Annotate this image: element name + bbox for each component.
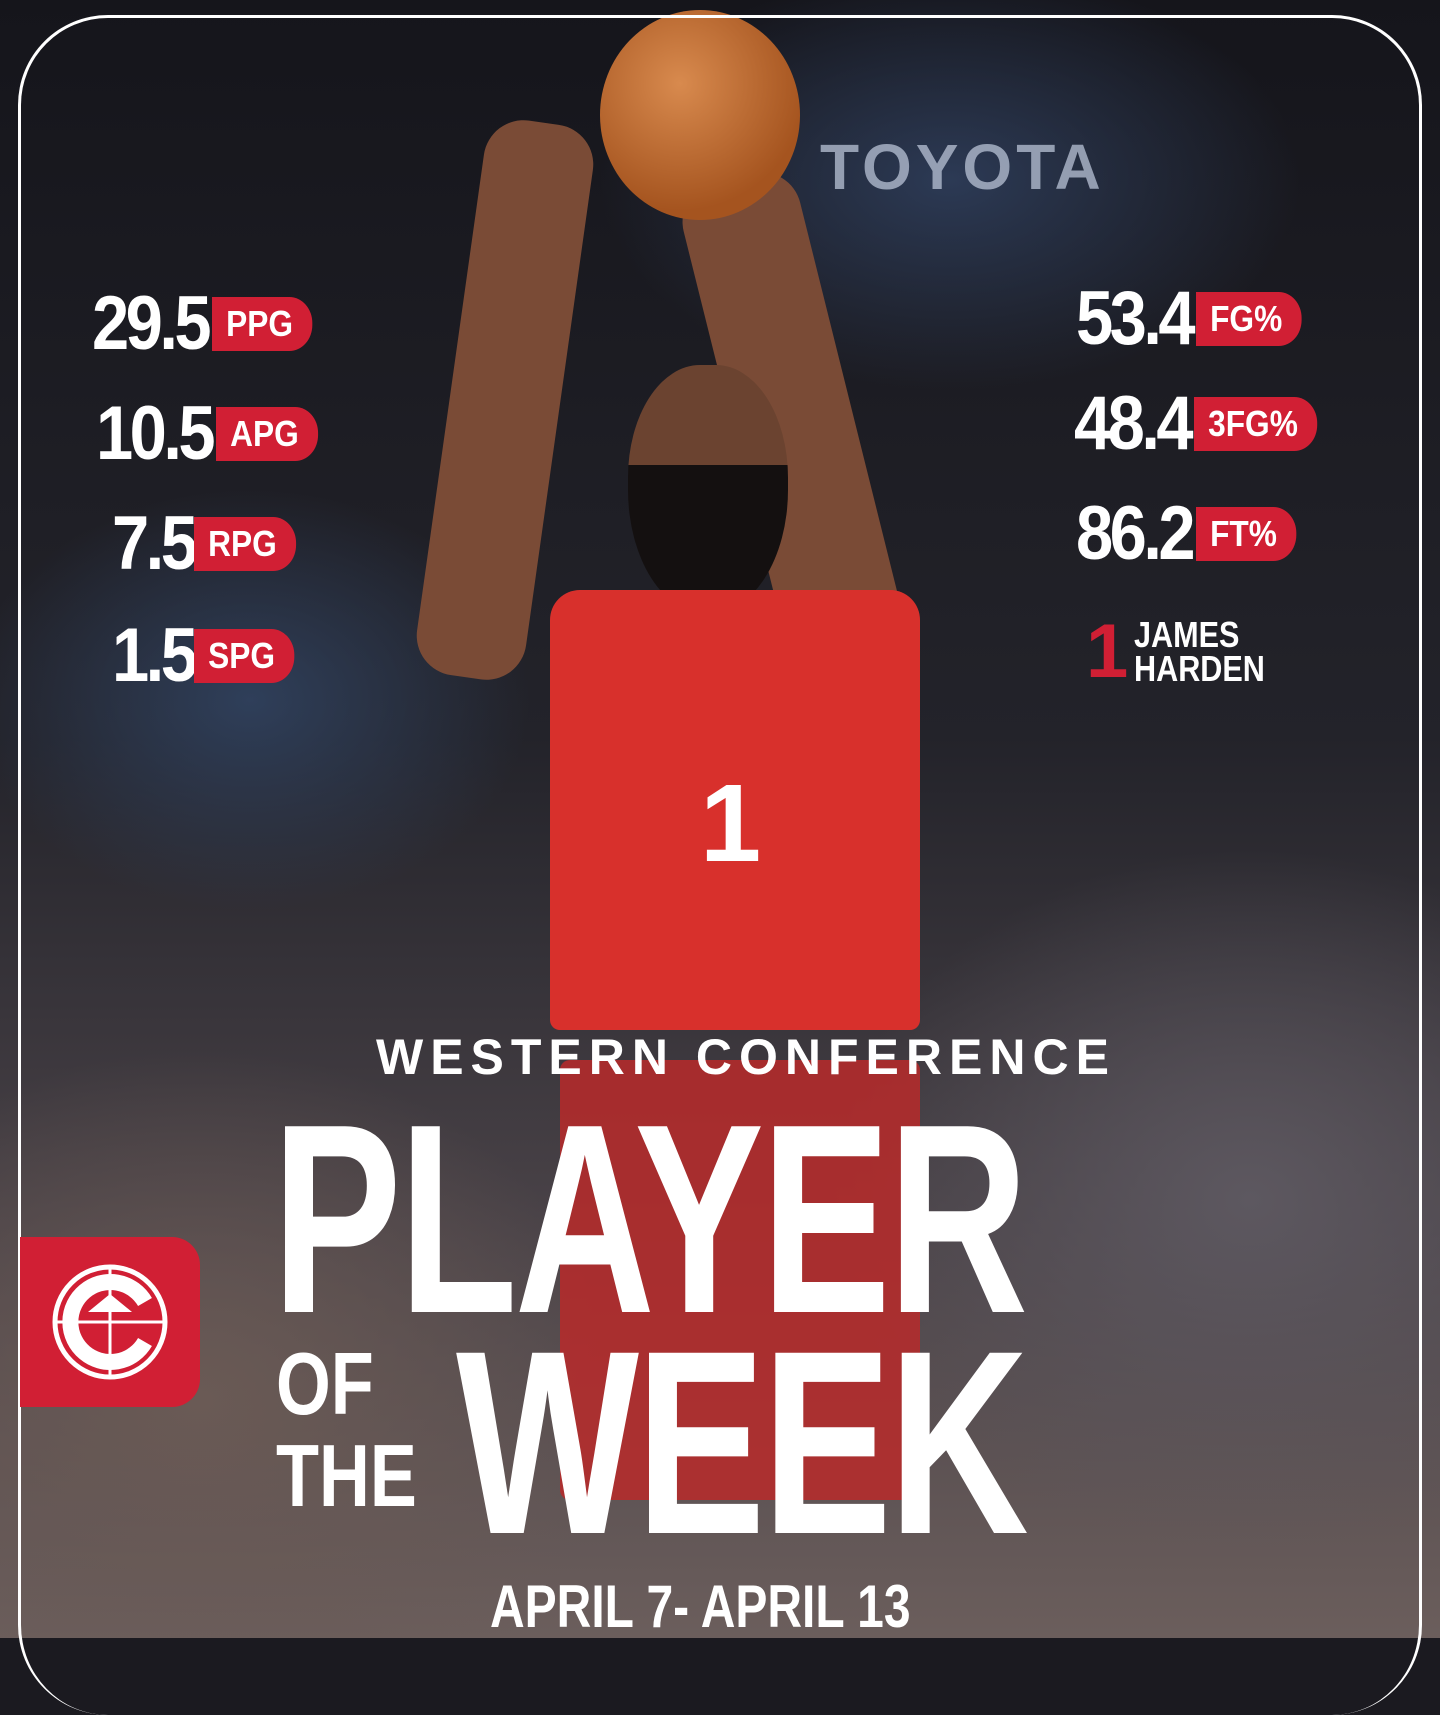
stat-label: FG% bbox=[1195, 291, 1302, 346]
stat-value: 53.4 bbox=[1076, 276, 1196, 361]
stat-spg: 1.5 SPG bbox=[112, 612, 308, 699]
player-jersey bbox=[550, 590, 920, 1030]
title-of-the: OF THE bbox=[276, 1338, 417, 1522]
player-name-block: 1 JAMES HARDEN bbox=[1086, 608, 1288, 695]
stat-value: 7.5 bbox=[112, 501, 198, 586]
stat-value: 29.5 bbox=[92, 281, 212, 366]
stat-label: SPG bbox=[193, 628, 295, 683]
title-week: WEEK bbox=[456, 1296, 1029, 1589]
stat-value: 48.4 bbox=[1074, 381, 1194, 466]
white-frame bbox=[18, 15, 1422, 1715]
stat-value: 1.5 bbox=[112, 613, 198, 698]
team-logo-badge bbox=[20, 1237, 200, 1407]
stat-label: PPG bbox=[211, 296, 313, 351]
title-of: OF bbox=[276, 1334, 374, 1433]
stat-apg: 10.5 APG bbox=[96, 390, 332, 477]
jersey-number: 1 bbox=[700, 762, 762, 885]
stat-label: APG bbox=[215, 406, 319, 461]
stat-value: 86.2 bbox=[1076, 491, 1196, 576]
stat-label: RPG bbox=[193, 516, 296, 571]
stat-fg: 53.4 FG% bbox=[1076, 275, 1316, 362]
title-player: PLAYER bbox=[272, 1069, 1028, 1370]
stat-label: 3FG% bbox=[1193, 396, 1318, 451]
player-first-name: JAMES bbox=[1134, 613, 1240, 655]
title-the: THE bbox=[276, 1426, 417, 1525]
conference-title: WESTERN CONFERENCE bbox=[376, 1029, 1116, 1085]
player-shorts bbox=[560, 1060, 920, 1500]
player-number: 1 bbox=[1086, 609, 1129, 694]
stat-label: FT% bbox=[1195, 506, 1297, 561]
date-range: APRIL 7- APRIL 13 bbox=[490, 1573, 911, 1640]
basketball bbox=[600, 10, 800, 220]
player-head bbox=[628, 365, 788, 615]
stat-ft: 86.2 FT% bbox=[1076, 490, 1310, 577]
sponsor-sign: TOYOTA bbox=[820, 131, 1105, 203]
stat-value: 10.5 bbox=[96, 391, 216, 476]
ship-compass-c-logo-icon bbox=[52, 1264, 168, 1380]
stat-3fg: 48.4 3FG% bbox=[1074, 380, 1334, 467]
player-last-name: HARDEN bbox=[1134, 647, 1266, 689]
stat-ppg: 29.5 PPG bbox=[92, 280, 326, 367]
stat-rpg: 7.5 RPG bbox=[112, 500, 310, 587]
